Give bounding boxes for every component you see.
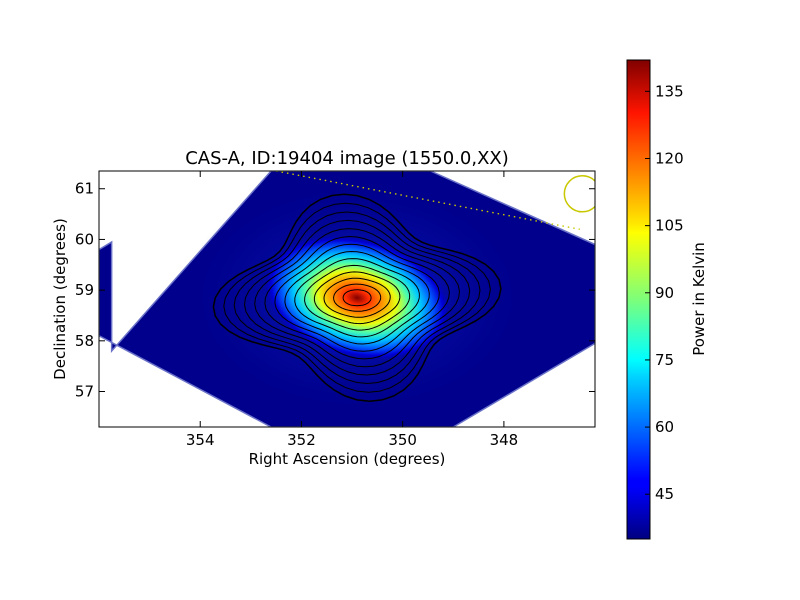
contour-line: [274, 243, 440, 352]
chart-title: CAS-A, ID:19404 image (1550.0,XX): [185, 148, 509, 169]
contour-line: [323, 277, 391, 318]
y-axis-ticks: 57 58 59 60 61: [75, 180, 595, 401]
colorbar: 45 60 75 90 105 120 135 Power in Kelvin: [626, 59, 708, 540]
contour-line: [264, 235, 450, 360]
plot-frame: [98, 170, 596, 428]
contour-line: [313, 271, 401, 325]
x-tick-label: 348: [490, 431, 519, 449]
contour-lines: [212, 193, 502, 402]
colorbar-label: Power in Kelvin: [690, 242, 708, 356]
colorbar-ticks: 45 60 75 90 105 120 135: [645, 82, 684, 503]
x-tick-label: 350: [388, 431, 417, 449]
colorbar-tick-label: 105: [655, 217, 684, 235]
colorbar-tick-label: 90: [655, 284, 674, 302]
colorbar-tick-label: 60: [655, 418, 674, 436]
colorbar-tick-label: 75: [655, 351, 674, 369]
contour-line: [284, 250, 430, 345]
colorbar-tick-label: 120: [655, 149, 684, 167]
x-tick-label: 354: [186, 431, 215, 449]
x-tick-label: 352: [287, 431, 316, 449]
y-axis-label: Declination (degrees): [51, 218, 69, 380]
source-heat-core: [263, 235, 451, 361]
contour-line: [243, 219, 471, 376]
colorbar-gradient: [626, 59, 651, 540]
y-tick-label: 58: [75, 332, 94, 350]
colorbar-tick-label: 45: [655, 485, 674, 503]
contour-line: [342, 289, 372, 307]
contour-line: [254, 228, 461, 368]
contour-line: [304, 264, 411, 331]
horizon-line: [276, 171, 580, 230]
beam-marker: [563, 175, 595, 213]
contour-line: [333, 283, 382, 312]
contour-line: [233, 211, 481, 385]
y-tick-label: 57: [75, 383, 94, 401]
contour-line: [294, 258, 420, 338]
contour-line: [223, 202, 491, 393]
y-tick-label: 61: [75, 180, 94, 198]
plot-area: [99, 171, 595, 427]
y-tick-label: 59: [75, 281, 94, 299]
x-axis-ticks: 354 352 350 348: [186, 171, 518, 449]
contour-line: [212, 193, 502, 402]
y-tick-label: 60: [75, 230, 94, 248]
x-axis-label: Right Ascension (degrees): [249, 450, 446, 468]
colorbar-tick-label: 135: [655, 82, 684, 100]
